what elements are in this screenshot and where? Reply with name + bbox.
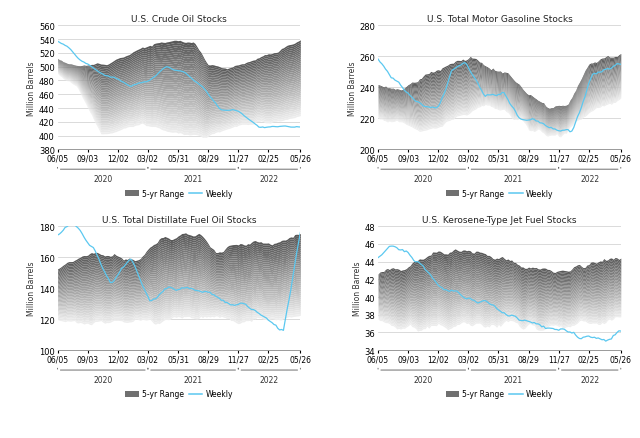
Y-axis label: Million Barrels: Million Barrels xyxy=(348,61,356,115)
Text: 2020: 2020 xyxy=(93,375,113,384)
Legend: 5-yr Range, Weekly: 5-yr Range, Weekly xyxy=(445,389,553,399)
Text: 2022: 2022 xyxy=(260,175,279,184)
Text: 2020: 2020 xyxy=(413,175,433,184)
Y-axis label: Million Barrels: Million Barrels xyxy=(27,61,36,115)
Text: 2020: 2020 xyxy=(93,175,113,184)
Legend: 5-yr Range, Weekly: 5-yr Range, Weekly xyxy=(125,189,233,198)
Legend: 5-yr Range, Weekly: 5-yr Range, Weekly xyxy=(125,389,233,399)
Text: 2021: 2021 xyxy=(504,175,523,184)
Y-axis label: Million Barrels: Million Barrels xyxy=(353,261,362,316)
Text: 2022: 2022 xyxy=(260,375,279,384)
Text: 2022: 2022 xyxy=(580,375,599,384)
Text: 2022: 2022 xyxy=(580,175,599,184)
Text: 2021: 2021 xyxy=(504,375,523,384)
Text: 2021: 2021 xyxy=(184,175,203,184)
Text: 2020: 2020 xyxy=(413,375,433,384)
Y-axis label: Million Barrels: Million Barrels xyxy=(27,261,36,316)
Text: 2021: 2021 xyxy=(184,375,203,384)
Title: U.S. Total Motor Gasoline Stocks: U.S. Total Motor Gasoline Stocks xyxy=(426,15,572,24)
Legend: 5-yr Range, Weekly: 5-yr Range, Weekly xyxy=(445,189,553,198)
Title: U.S. Crude Oil Stocks: U.S. Crude Oil Stocks xyxy=(131,15,227,24)
Title: U.S. Kerosene-Type Jet Fuel Stocks: U.S. Kerosene-Type Jet Fuel Stocks xyxy=(422,215,577,225)
Title: U.S. Total Distillate Fuel Oil Stocks: U.S. Total Distillate Fuel Oil Stocks xyxy=(102,215,256,225)
